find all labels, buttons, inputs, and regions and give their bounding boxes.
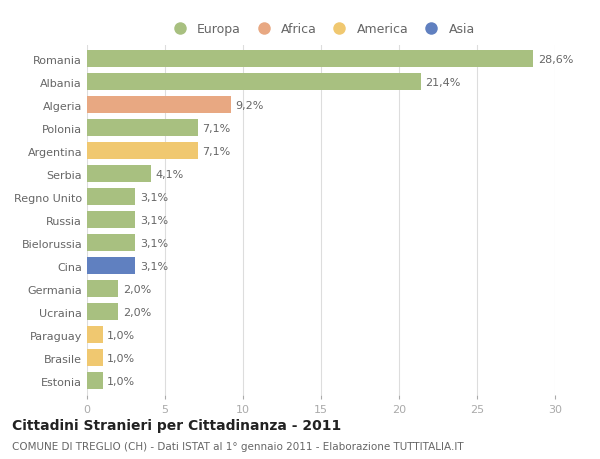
Bar	[87, 257, 136, 275]
Text: 3,1%: 3,1%	[140, 261, 168, 271]
Text: 9,2%: 9,2%	[235, 101, 263, 111]
Legend: Europa, Africa, America, Asia: Europa, Africa, America, Asia	[167, 23, 475, 36]
Bar	[87, 372, 103, 390]
Text: 1,0%: 1,0%	[107, 330, 136, 340]
Text: 21,4%: 21,4%	[425, 78, 461, 88]
Text: 2,0%: 2,0%	[123, 284, 151, 294]
Bar	[87, 120, 198, 137]
Bar	[87, 97, 230, 114]
Bar	[87, 280, 118, 298]
Bar	[87, 212, 136, 229]
Text: 7,1%: 7,1%	[202, 123, 230, 134]
Text: 3,1%: 3,1%	[140, 215, 168, 225]
Bar	[87, 235, 136, 252]
Bar	[87, 74, 421, 91]
Bar	[87, 326, 103, 344]
Bar	[87, 51, 533, 68]
Text: 1,0%: 1,0%	[107, 353, 136, 363]
Text: 2,0%: 2,0%	[123, 307, 151, 317]
Text: 3,1%: 3,1%	[140, 192, 168, 202]
Text: 4,1%: 4,1%	[155, 169, 184, 179]
Text: Cittadini Stranieri per Cittadinanza - 2011: Cittadini Stranieri per Cittadinanza - 2…	[12, 418, 341, 431]
Text: COMUNE DI TREGLIO (CH) - Dati ISTAT al 1° gennaio 2011 - Elaborazione TUTTITALIA: COMUNE DI TREGLIO (CH) - Dati ISTAT al 1…	[12, 441, 464, 451]
Bar	[87, 303, 118, 321]
Text: 3,1%: 3,1%	[140, 238, 168, 248]
Bar	[87, 189, 136, 206]
Bar	[87, 349, 103, 367]
Text: 1,0%: 1,0%	[107, 376, 136, 386]
Bar	[87, 166, 151, 183]
Text: 7,1%: 7,1%	[202, 146, 230, 157]
Text: 28,6%: 28,6%	[538, 55, 573, 65]
Bar	[87, 143, 198, 160]
